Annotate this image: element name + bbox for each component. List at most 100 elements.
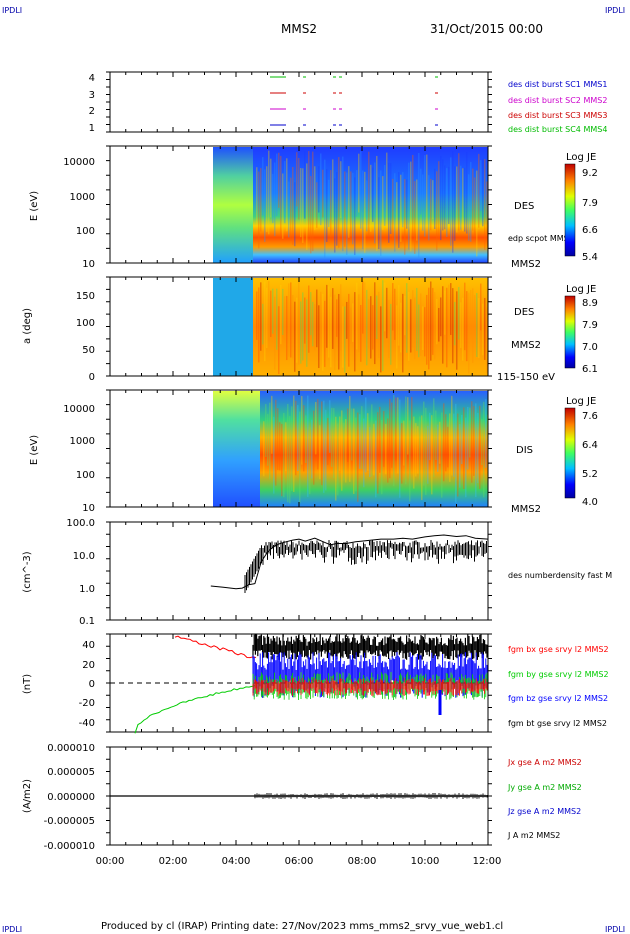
p2-stripe [270,158,272,218]
p4-stripe [375,420,377,498]
p3-stripe [316,289,318,348]
p4-stripe [459,423,461,488]
p3-stripe [288,283,290,357]
p4-stripe [451,395,453,476]
p4-stripe [315,401,317,455]
p3-stripe [274,296,276,370]
p4-stripe [441,412,443,498]
panel-1-legend: des dist burst SC1 MMS1 des dist burst S… [508,80,607,134]
p3-stripe [348,293,350,367]
p3-stripe [306,299,308,367]
p3-stripe [482,303,484,356]
panel-1-burst-marks [270,76,438,126]
corner-label-tr: IPDLI [605,6,625,15]
p4-stripe [445,414,447,472]
panel-1-frame [109,71,489,133]
p1-ytick: 4 [89,73,95,84]
p7-ytick: 0.000010 [47,743,95,754]
p5-series-label: des numberdensity fast M [508,571,612,580]
p2-stripe [456,166,458,233]
p2-ytick: 100 [76,226,95,237]
p2-stripe [408,162,410,250]
header-spacecraft: MMS2 [281,22,317,36]
p2-stripe [480,160,482,211]
p4-stripe [447,426,449,468]
p4-stripe [373,423,375,476]
p4-stripe [281,423,283,497]
p2-stripe [338,157,340,248]
p2-stripe [256,167,258,227]
p2-stripe [272,173,274,224]
p3-stripe [474,295,476,336]
p3-stripe [464,282,466,351]
panel-5-frame [109,521,489,621]
p3-stripe [308,285,310,353]
p3-stripe [454,301,456,346]
p4-stripe [381,419,383,495]
p4-colorbar-ticks: 7.6 6.4 5.2 4.0 [582,411,598,508]
p2-cb-tick: 6.6 [582,225,598,236]
panel-3: a (deg) 150 100 50 0 DES MMS2 115-150 eV… [22,276,598,383]
p2-stripe [288,181,290,238]
p3-stripe [392,283,394,331]
p3-stripe [284,296,286,341]
p4-stripe [297,405,299,472]
p2-stripe [476,170,478,257]
p4-ytick: 1000 [70,436,95,447]
x-tick: 12:00 [473,856,502,867]
p1-ytick: 1 [89,123,95,134]
p2-stripe [464,167,466,232]
p4-stripe [461,414,463,465]
p4-stripe [283,413,285,498]
p3-stripe [418,304,420,358]
p7-legend-jz: Jz gse A m2 MMS2 [507,807,581,816]
p4-stripe [271,395,273,454]
p3-stripe [346,301,348,339]
p2-stripe [442,159,444,231]
p3-stripe [484,297,486,360]
p5-ytick: 100.0 [66,518,95,529]
p2-stripe [322,169,324,218]
p3-stripe [292,295,294,359]
p3-stripe [452,288,454,364]
p3-stripe [296,297,298,363]
p4-stripe [481,418,483,466]
p2-stripe [312,151,314,252]
p3-stripe [262,303,264,345]
p2-stripe [378,177,380,249]
p3-stripe [374,282,376,365]
p4-stripe [427,425,429,484]
p3-ytick: 150 [76,291,95,302]
p2-stripe [278,152,280,208]
p5-y-tick-labels: 100.0 10.0 1.0 0.1 [66,518,95,627]
p2-stripe [352,172,354,245]
p4-stripe [351,408,353,461]
p4-stripe [299,411,301,504]
p4-colorbar [564,407,576,499]
p2-stripe [354,177,356,256]
p3-cb-tick: 7.9 [582,320,598,331]
p3-stripe [406,283,408,353]
p4-stripe [291,406,293,491]
panel-5: (cm^-3) 100.0 10.0 1.0 0.1 des numberden… [22,518,612,627]
p2-stripe [284,161,286,224]
p2-stripe [426,154,428,227]
p2-stripe [472,168,474,231]
p3-spectrogram-main [253,278,488,376]
p2-stripe [314,166,316,231]
p2-stripe [326,169,328,243]
p2-stripe [434,168,436,230]
p3-cb-tick: 6.1 [582,364,598,375]
p2-stripe [358,153,360,213]
p4-stripe [409,420,411,502]
p4-stripe [263,421,265,477]
p2-stripe [410,161,412,252]
p2-stripe [440,155,442,241]
p3-stripe [340,284,342,351]
p2-stripe [340,161,342,219]
p3-stripe [328,286,330,358]
p3-stripe [312,301,314,347]
p2-stripe [258,171,260,249]
p4-stripe [303,405,305,472]
p2-stripe [376,155,378,251]
